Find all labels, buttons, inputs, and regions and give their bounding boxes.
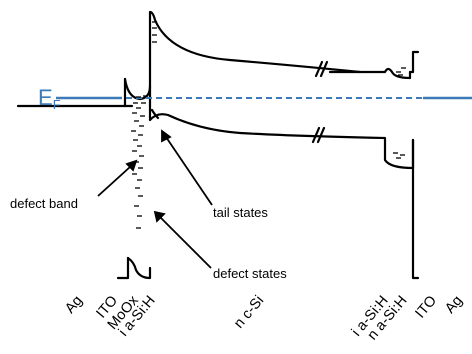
defect-band-arrowhead [125, 159, 138, 172]
tail-states-arrowhead [161, 129, 172, 143]
defect-states-arrow [159, 216, 212, 269]
fermi-subscript: F [52, 97, 61, 112]
break-mark-vb-2 [316, 126, 326, 144]
defect-band-label: defect band [10, 196, 78, 211]
defect-state-dashes [131, 21, 406, 229]
bottom-left-contact [116, 256, 130, 280]
tail-states-label: tail states [213, 205, 268, 220]
right-contact-level [411, 138, 420, 280]
defect-states-arrowhead [153, 210, 166, 223]
fermi-symbol: E [38, 85, 53, 110]
defect-band-arrow [97, 166, 131, 197]
conduction-band-right [328, 50, 420, 80]
conduction-band-spike [148, 10, 362, 101]
valence-band [148, 97, 415, 170]
tail-state-notch [150, 108, 160, 120]
fermi-level-label: EF [38, 85, 61, 112]
bottom-moox-well [126, 256, 152, 280]
defect-states-label: defect states [213, 266, 287, 281]
break-mark-cb-2 [319, 60, 329, 78]
tail-states-arrow [165, 136, 213, 206]
break-mark-vb-1 [311, 126, 321, 144]
break-mark-cb-1 [314, 60, 324, 78]
